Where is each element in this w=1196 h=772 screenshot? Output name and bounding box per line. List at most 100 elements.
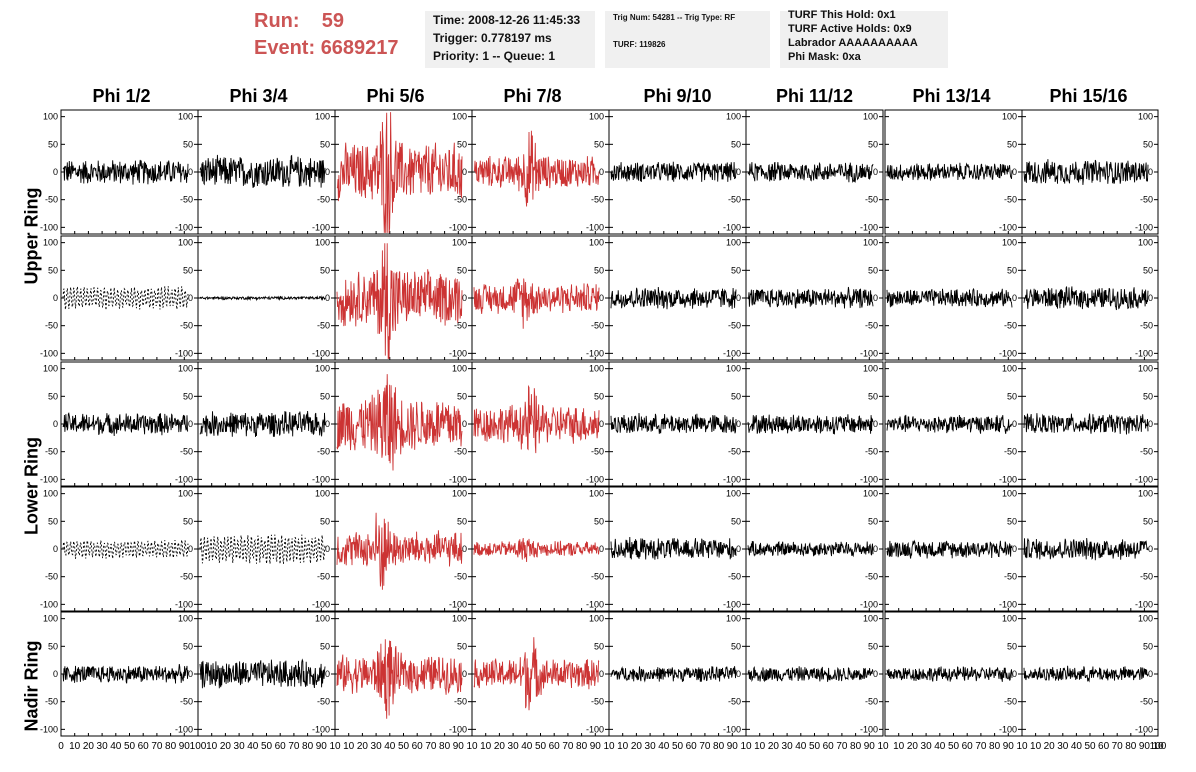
waveform-panel: 100 50 0 -50 -100 (197, 235, 336, 361)
y-tick-label-right: 0 (736, 167, 741, 177)
event-value: 6689217 (320, 37, 399, 59)
y-tick-label-right: -100 (586, 222, 604, 232)
y-tick-label-right: 50 (1143, 391, 1153, 401)
y-tick-label-right: 50 (731, 265, 741, 275)
y-tick-label-right: -100 (999, 474, 1017, 484)
y-tick-label-right: -50 (591, 195, 604, 205)
x-tick-label: 60 (275, 741, 287, 752)
x-tick-label: 90 (453, 741, 465, 752)
time-info-box: Time: 2008-12-26 11:45:33 Trigger: 0.778… (425, 11, 595, 68)
y-tick-label-right: 50 (457, 391, 467, 401)
y-tick-label-right: -100 (860, 348, 878, 358)
y-tick-label-right: 50 (868, 516, 878, 526)
y-tick-label-right: -100 (999, 724, 1017, 734)
y-tick-label-right: -50 (1140, 572, 1153, 582)
x-tick-label: 80 (302, 741, 314, 752)
y-tick-label-right: -50 (454, 697, 467, 707)
y-tick-label-right: 50 (320, 391, 330, 401)
y-tick-label-right: 100 (452, 364, 467, 374)
waveform-panel: 100 50 0 -50 -100 (471, 109, 610, 235)
x-tick-label: 30 (921, 741, 933, 752)
y-tick-label-right: -50 (180, 195, 193, 205)
event-label: Event: (254, 37, 316, 59)
x-tick-label: 10 (329, 741, 341, 752)
y-tick-label-right: 50 (457, 516, 467, 526)
x-tick-label: 30 (508, 741, 520, 752)
waveform-trace (1023, 537, 1149, 561)
waveform-panel: 100 50 0 -50 -100 (334, 486, 473, 612)
y-tick-label-right: -50 (591, 321, 604, 331)
y-tick-label-right: -100 (860, 724, 878, 734)
y-tick-label-right: 0 (188, 669, 193, 679)
x-tick-label: 10 (206, 741, 218, 752)
y-tick-label-right: 50 (594, 641, 604, 651)
waveform-panel: 100 50 0 -50 -100 (608, 361, 747, 487)
y-tick-label-right: 100 (726, 364, 741, 374)
y-tick-label-right: 100 (1002, 364, 1017, 374)
y-tick-label-left: 50 (48, 516, 58, 526)
y-tick-label-right: 0 (736, 293, 741, 303)
y-tick-label-right: -100 (175, 474, 193, 484)
x-tick-label: 40 (247, 741, 259, 752)
y-tick-label-right: -100 (175, 599, 193, 609)
x-tick-label: 20 (907, 741, 919, 752)
y-tick-label-right: -50 (180, 321, 193, 331)
y-tick-label-right: -100 (999, 599, 1017, 609)
y-tick-label-right: 100 (726, 112, 741, 122)
x-tick-label: 60 (1098, 741, 1110, 752)
phi-mask-text: Phi Mask: 0xa (788, 51, 861, 63)
y-tick-label-right: 0 (599, 669, 604, 679)
column-header-phi-3-4: Phi 3/4 (229, 86, 288, 106)
y-tick-label-right: 0 (462, 544, 467, 554)
y-tick-label-right: 0 (188, 167, 193, 177)
y-tick-label-right: -50 (728, 572, 741, 582)
y-tick-label-right: 100 (589, 112, 604, 122)
x-tick-label: 70 (699, 741, 711, 752)
x-tick-label: 50 (261, 741, 273, 752)
x-tick-label: 10 (466, 741, 478, 752)
y-tick-label-right: -100 (1135, 474, 1153, 484)
y-tick-label-right: -50 (1004, 321, 1017, 331)
y-tick-label-right: -100 (860, 222, 878, 232)
waveform-trace (473, 130, 600, 207)
y-tick-label-right: 50 (868, 391, 878, 401)
event-line: Event: 6689217 (254, 35, 399, 62)
x-tick-label: 50 (948, 741, 960, 752)
y-tick-label-right: 0 (736, 669, 741, 679)
y-tick-label-right: -50 (1004, 697, 1017, 707)
x-tick-label: 90 (316, 741, 328, 752)
y-tick-label-right: -100 (723, 724, 741, 734)
x-tick-label: 30 (782, 741, 794, 752)
y-tick-label-right: 100 (863, 364, 878, 374)
y-tick-label-right: -100 (312, 599, 330, 609)
y-tick-label-right: 0 (188, 544, 193, 554)
y-tick-label-right: -100 (586, 474, 604, 484)
waveform-trace (747, 665, 874, 683)
y-tick-label-left: -100 (40, 222, 58, 232)
y-tick-label-right: -50 (728, 321, 741, 331)
y-tick-label-right: 0 (873, 167, 878, 177)
run-label: Run: (254, 10, 300, 32)
x-tick-label: 40 (795, 741, 807, 752)
waveform-trace (886, 666, 1013, 682)
y-tick-label-right: -100 (312, 724, 330, 734)
y-tick-label-right: -50 (865, 697, 878, 707)
y-tick-label-right: 0 (1012, 419, 1017, 429)
x-tick-label: 70 (562, 741, 574, 752)
y-tick-label-right: 100 (726, 489, 741, 499)
x-tick-label: 40 (521, 741, 533, 752)
waveform-panel: 100 50 0 -50 -100 (884, 486, 1023, 612)
x-tick-label: 40 (658, 741, 670, 752)
y-tick-label-right: 50 (868, 139, 878, 149)
y-tick-label-right: 50 (457, 139, 467, 149)
y-tick-label-right: 100 (452, 489, 467, 499)
y-tick-label-right: -50 (865, 572, 878, 582)
y-tick-label-right: 0 (325, 419, 330, 429)
y-tick-label-right: -50 (1004, 195, 1017, 205)
column-header-phi-9-10: Phi 9/10 (643, 86, 712, 106)
y-tick-label-right: 0 (462, 167, 467, 177)
y-tick-label-right: 100 (863, 489, 878, 499)
